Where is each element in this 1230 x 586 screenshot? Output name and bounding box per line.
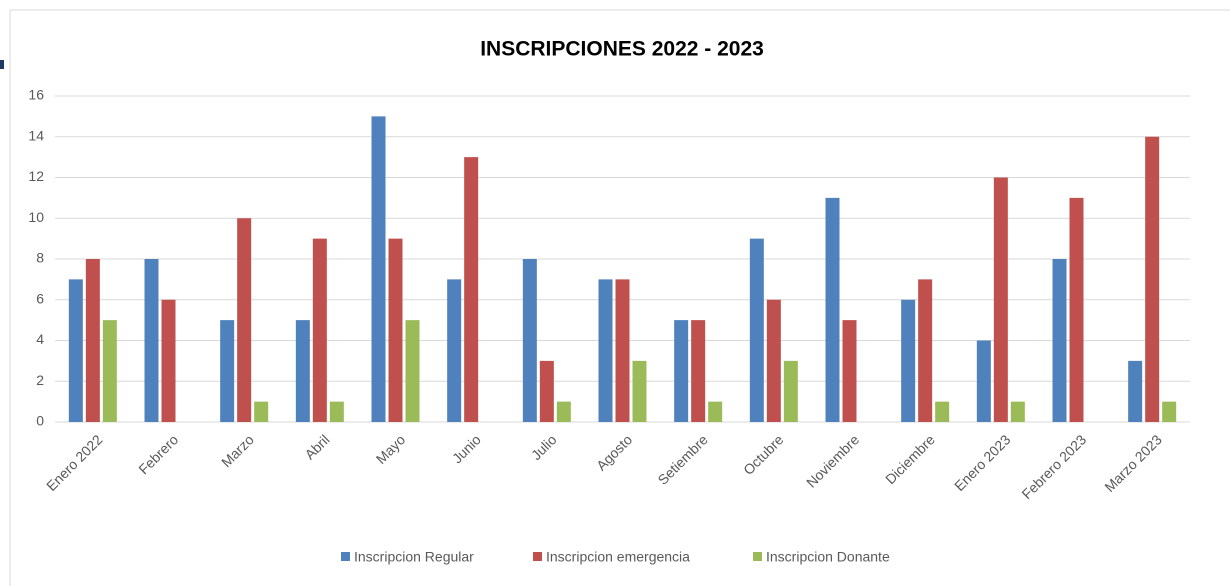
bar: [220, 320, 235, 422]
bar: [632, 360, 647, 422]
bar: [1162, 401, 1177, 422]
bar: [68, 279, 83, 422]
x-tick-label: Agosto: [593, 431, 635, 473]
bar: [371, 116, 386, 422]
legend-label: Inscripcion emergencia: [546, 549, 690, 565]
x-tick-label: Enero 2023: [951, 431, 1014, 494]
edge-marker: [0, 60, 4, 69]
x-tick-label: Octubre: [740, 431, 787, 478]
bar: [615, 279, 630, 422]
legend-swatch: [341, 552, 350, 561]
y-tick-label: 12: [28, 168, 44, 184]
bar: [691, 320, 706, 422]
bar: [901, 299, 916, 422]
bar: [522, 259, 537, 422]
bar: [842, 320, 857, 422]
bar: [329, 401, 344, 422]
bar: [144, 259, 159, 422]
legend-swatch: [753, 552, 762, 561]
bar: [1069, 197, 1084, 422]
x-tick-label: Setiembre: [654, 431, 711, 488]
bar: [464, 157, 479, 422]
x-tick-label: Marzo: [218, 431, 257, 470]
x-tick-label: Julio: [528, 431, 560, 463]
x-tick-label: Enero 2022: [43, 431, 106, 494]
bar: [161, 299, 176, 422]
bar: [295, 320, 310, 422]
bar: [993, 177, 1008, 422]
bar: [405, 320, 420, 422]
x-tick-label: Abril: [301, 431, 332, 462]
bar: [237, 218, 252, 422]
chart-title: INSCRIPCIONES 2022 - 2023: [480, 38, 764, 61]
bar: [85, 259, 100, 422]
x-tick-label: Junio: [449, 431, 484, 466]
bar: [918, 279, 933, 422]
y-tick-label: 4: [36, 331, 44, 347]
bar: [447, 279, 462, 422]
bar: [976, 340, 991, 422]
legend-label: Inscripcion Donante: [766, 549, 890, 565]
x-tick-label: Febrero: [135, 431, 181, 477]
bar: [598, 279, 613, 422]
y-tick-label: 8: [36, 250, 44, 266]
x-tick-label: Mayo: [373, 431, 409, 467]
bar: [708, 401, 723, 422]
legend-label: Inscripcion Regular: [354, 549, 474, 565]
y-tick-label: 10: [28, 209, 44, 225]
bar: [674, 320, 689, 422]
bar: [388, 238, 403, 422]
y-tick-label: 16: [28, 87, 44, 103]
x-tick-label: Febrero 2023: [1018, 431, 1089, 502]
bar: [1128, 360, 1143, 422]
bar: [1145, 136, 1160, 422]
bar: [935, 401, 950, 422]
bar: [1052, 259, 1067, 422]
y-tick-label: 14: [28, 127, 44, 143]
y-tick-label: 2: [36, 372, 44, 388]
bar: [312, 238, 327, 422]
x-tick-label: Noviembre: [803, 431, 862, 490]
y-tick-label: 6: [36, 290, 44, 306]
bar: [783, 360, 798, 422]
bar: [1010, 401, 1025, 422]
x-tick-label: Marzo 2023: [1101, 431, 1165, 495]
bar: [749, 238, 764, 422]
bar: [766, 299, 781, 422]
bar: [102, 320, 117, 422]
legend-swatch: [533, 552, 542, 561]
bar: [254, 401, 269, 422]
bar: [556, 401, 571, 422]
y-tick-label: 0: [36, 413, 44, 429]
x-tick-label: Diciembre: [882, 431, 938, 487]
bar: [539, 360, 554, 422]
bar: [825, 197, 840, 422]
